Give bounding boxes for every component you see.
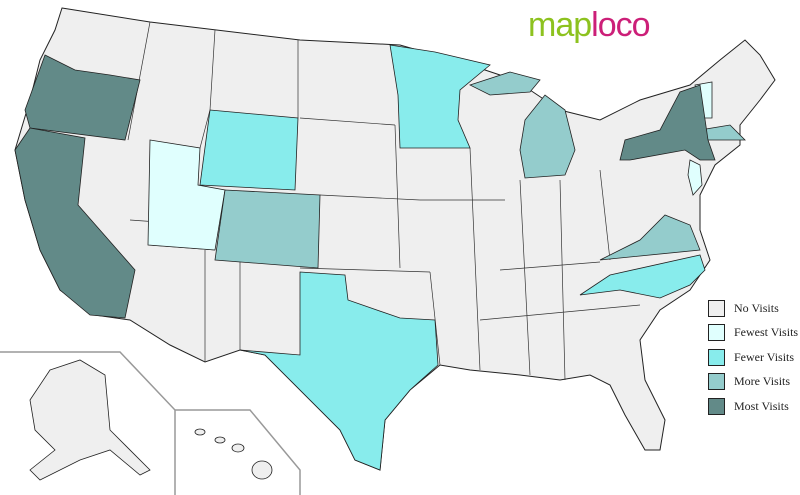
legend-label: Fewest Visits [734,325,799,340]
state-ny [619,84,716,161]
state-ca [14,127,136,319]
alaska [29,359,151,481]
state-co [214,189,321,269]
state-mi [468,71,541,96]
legend-swatch [708,397,725,415]
state-va [599,214,701,261]
legend-item-most-visits: Most Visits [708,394,798,419]
state-mn [389,44,491,149]
legend-item-fewest-visits: Fewest Visits [708,321,798,346]
inset-frames [0,351,301,495]
state-tx [239,271,439,471]
legend-label: Fewer Visits [734,349,795,364]
state-wy [199,109,299,191]
legend-swatch [708,299,725,317]
legend-label: Most Visits [734,398,789,413]
logo-text-loco: loco [591,6,650,44]
legend-label: No Visits [734,300,779,315]
legend-item-fewer-visits: Fewer Visits [708,345,798,370]
legend-item-no-visits: No Visits [708,296,798,321]
maploco-logo: maploco [528,6,651,45]
state-nj [687,159,703,196]
legend-item-more-visits: More Visits [708,370,798,395]
legend: No Visits Fewest Visits Fewer Visits Mor… [708,296,798,419]
hawaii [194,428,273,480]
state-nc [579,254,706,299]
state-or [24,54,141,141]
legend-swatch [708,373,725,391]
legend-swatch [708,324,725,342]
legend-label: More Visits [734,374,791,389]
state-mi [519,94,576,179]
legend-swatch [708,348,725,366]
logo-text-map: map [528,6,592,44]
